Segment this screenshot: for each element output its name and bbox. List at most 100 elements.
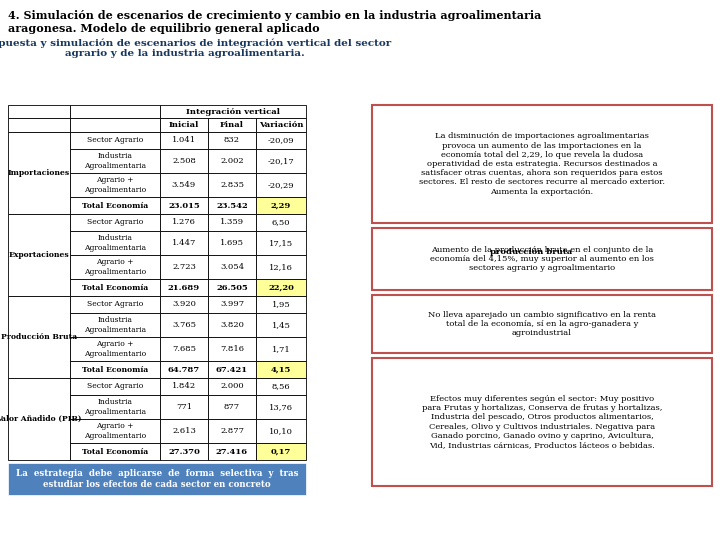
Bar xyxy=(256,118,306,132)
Bar xyxy=(208,231,256,255)
Bar xyxy=(160,279,208,296)
Text: Valor Añadido (PIB): Valor Añadido (PIB) xyxy=(0,415,82,423)
Bar xyxy=(160,118,208,132)
Bar xyxy=(256,214,306,231)
Text: Producción Bruta: Producción Bruta xyxy=(1,333,77,341)
Text: 10,10: 10,10 xyxy=(269,427,293,435)
Text: 4,15: 4,15 xyxy=(271,366,291,374)
Text: Sector Agrario: Sector Agrario xyxy=(87,137,143,145)
Bar xyxy=(70,214,160,231)
Bar xyxy=(256,255,306,279)
Text: 771: 771 xyxy=(176,403,192,411)
Text: 67.421: 67.421 xyxy=(216,366,248,374)
Text: Sector Agrario: Sector Agrario xyxy=(87,300,143,308)
Text: Total Economía: Total Economía xyxy=(82,448,148,456)
Bar xyxy=(256,149,306,173)
Bar xyxy=(372,358,712,486)
Bar xyxy=(256,361,306,378)
Bar xyxy=(372,295,712,353)
Bar xyxy=(256,419,306,443)
Text: Sector Agrario: Sector Agrario xyxy=(87,219,143,226)
Text: 832: 832 xyxy=(224,137,240,145)
Text: agrario y de la industria agroalimentaria.: agrario y de la industria agroalimentari… xyxy=(65,49,305,58)
Bar xyxy=(208,296,256,313)
Bar xyxy=(70,419,160,443)
Text: Agrario +
Agroalimentario: Agrario + Agroalimentario xyxy=(84,340,146,357)
Text: 1.276: 1.276 xyxy=(172,219,196,226)
Text: Industria
Agroalimentaria: Industria Agroalimentaria xyxy=(84,152,146,170)
Bar xyxy=(208,149,256,173)
Bar xyxy=(208,214,256,231)
Text: 6,50: 6,50 xyxy=(271,219,290,226)
Text: 23.542: 23.542 xyxy=(216,201,248,210)
Bar xyxy=(160,132,208,149)
Text: Agrario +
Agroalimentario: Agrario + Agroalimentario xyxy=(84,259,146,275)
Text: 3.820: 3.820 xyxy=(220,321,244,329)
Text: 2.835: 2.835 xyxy=(220,181,244,189)
Bar xyxy=(70,132,160,149)
Bar xyxy=(256,132,306,149)
Text: 13,76: 13,76 xyxy=(269,403,293,411)
Bar xyxy=(70,118,160,132)
Text: 2.000: 2.000 xyxy=(220,382,244,390)
Bar xyxy=(70,149,160,173)
Bar xyxy=(256,231,306,255)
Text: -20,09: -20,09 xyxy=(268,137,294,145)
Bar xyxy=(160,337,208,361)
Bar xyxy=(8,118,70,132)
Bar xyxy=(70,173,160,197)
Bar xyxy=(256,395,306,419)
Bar xyxy=(70,105,160,118)
Bar xyxy=(70,361,160,378)
Bar xyxy=(256,279,306,296)
Bar xyxy=(70,255,160,279)
Bar xyxy=(208,313,256,337)
Text: 2.877: 2.877 xyxy=(220,427,244,435)
Text: 3.054: 3.054 xyxy=(220,263,244,271)
Bar xyxy=(70,337,160,361)
Text: Sector Agrario: Sector Agrario xyxy=(87,382,143,390)
Text: 7.685: 7.685 xyxy=(172,345,196,353)
Bar xyxy=(70,443,160,460)
Bar xyxy=(160,313,208,337)
Text: Propuesta y simulación de escenarios de integración vertical del sector: Propuesta y simulación de escenarios de … xyxy=(0,38,392,48)
Bar xyxy=(160,378,208,395)
Bar xyxy=(8,105,70,118)
Bar xyxy=(70,197,160,214)
Bar xyxy=(70,279,160,296)
Text: 64.787: 64.787 xyxy=(168,366,200,374)
Bar xyxy=(160,105,306,118)
Text: 22,20: 22,20 xyxy=(268,284,294,292)
Text: Agrario +
Agroalimentario: Agrario + Agroalimentario xyxy=(84,177,146,194)
Bar xyxy=(208,132,256,149)
Bar xyxy=(208,255,256,279)
Bar xyxy=(256,173,306,197)
Text: 1.041: 1.041 xyxy=(172,137,196,145)
Text: 2.723: 2.723 xyxy=(172,263,196,271)
Bar xyxy=(160,214,208,231)
Text: Total Economía: Total Economía xyxy=(82,284,148,292)
Text: No lleva aparejado un cambio significativo en la renta
total de la economía, sí : No lleva aparejado un cambio significati… xyxy=(428,311,656,337)
Text: 2.613: 2.613 xyxy=(172,427,196,435)
Text: Agrario +
Agroalimentario: Agrario + Agroalimentario xyxy=(84,422,146,440)
Text: Integración vertical: Integración vertical xyxy=(186,107,280,116)
Bar xyxy=(160,149,208,173)
Text: aragonesa. Modelo de equilibrio general aplicado: aragonesa. Modelo de equilibrio general … xyxy=(8,23,320,34)
Bar xyxy=(8,378,70,460)
Bar xyxy=(70,231,160,255)
Text: 27.370: 27.370 xyxy=(168,448,200,456)
Text: 1,95: 1,95 xyxy=(271,300,290,308)
Text: 0,17: 0,17 xyxy=(271,448,291,456)
Bar xyxy=(256,313,306,337)
Text: 3.549: 3.549 xyxy=(172,181,196,189)
Text: 23.015: 23.015 xyxy=(168,201,200,210)
Bar xyxy=(160,395,208,419)
Bar xyxy=(8,132,70,214)
Text: 3.997: 3.997 xyxy=(220,300,244,308)
Bar xyxy=(8,214,70,296)
Bar xyxy=(208,419,256,443)
Bar xyxy=(70,296,160,313)
Text: Inicial: Inicial xyxy=(168,121,199,129)
Bar xyxy=(256,296,306,313)
Bar xyxy=(160,419,208,443)
